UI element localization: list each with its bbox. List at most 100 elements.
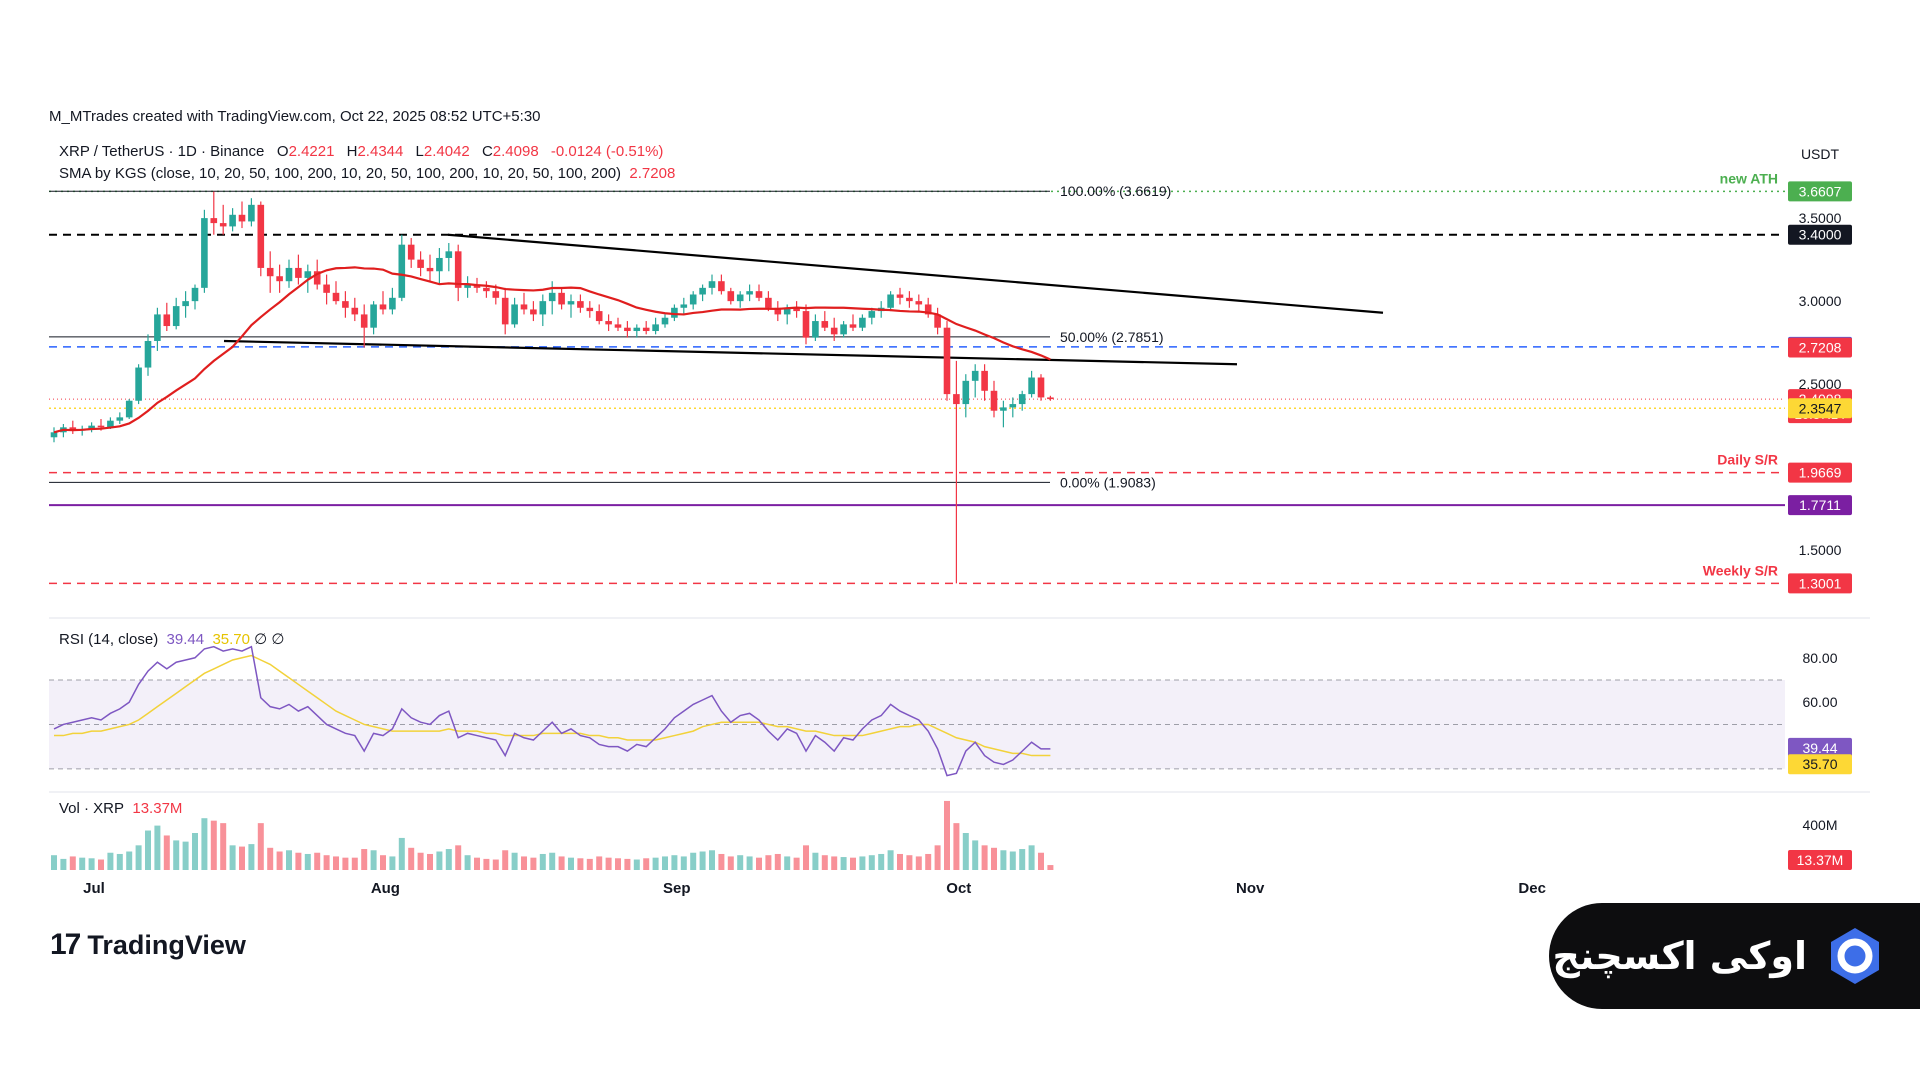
volume-bar — [953, 823, 960, 870]
volume-bar — [850, 857, 856, 870]
candle-body — [614, 324, 622, 328]
candle-body — [426, 267, 434, 272]
volume-bar — [314, 852, 321, 870]
candle-body — [699, 287, 706, 295]
close-key: C — [481, 143, 493, 160]
volume-bar — [154, 825, 161, 870]
candle-body — [323, 284, 330, 293]
volume-bar — [793, 857, 800, 870]
time-tick-label: Sep — [663, 880, 691, 897]
candle-body — [351, 307, 359, 315]
candle-body — [210, 218, 218, 224]
candle-body — [1047, 397, 1054, 400]
candle-body — [1028, 377, 1035, 395]
volume-bar — [774, 853, 781, 870]
candle-body — [389, 297, 396, 310]
price-badge-text: 35.70 — [1802, 756, 1837, 772]
volume-bar — [295, 852, 302, 870]
volume-bar — [878, 853, 885, 870]
volume-bar — [445, 849, 452, 870]
open-value: 2.4221 — [288, 143, 335, 160]
volume-bar — [201, 818, 208, 870]
candle-body — [154, 314, 161, 341]
symbol-legend[interactable]: XRP / TetherUS · 1D · Binance O2.4221 H2… — [59, 143, 663, 160]
price-tick-label: 2.5000 — [1799, 376, 1842, 392]
okexchange-banner[interactable]: اوکی اکسچنج — [1549, 903, 1920, 1009]
volume-bar — [737, 855, 744, 870]
price-badge-text: 1.7711 — [1799, 497, 1841, 513]
time-tick-label: Dec — [1518, 880, 1546, 897]
volume-bar — [718, 853, 725, 870]
candle-body — [135, 367, 142, 401]
volume-bar — [1000, 850, 1007, 870]
candle-body — [276, 276, 283, 282]
candle-body — [107, 420, 114, 428]
volume-bar — [972, 840, 979, 870]
candle-body — [116, 417, 124, 421]
candle-body — [1000, 407, 1007, 411]
volume-bar — [633, 859, 640, 870]
volume-tick-label: 400M — [1802, 817, 1837, 833]
volume-bar — [539, 853, 546, 870]
candle-body — [182, 301, 189, 307]
volume-value: 13.37M — [132, 800, 183, 817]
volume-bar — [906, 855, 913, 870]
candle-body — [558, 292, 565, 305]
volume-bar — [380, 855, 386, 870]
level-label: Daily S/R — [1717, 452, 1778, 468]
volume-bar — [192, 833, 198, 870]
volume-bar — [615, 858, 621, 870]
candle-body — [661, 317, 669, 325]
sma-legend[interactable]: SMA by KGS (close, 10, 20, 50, 100, 200,… — [59, 165, 675, 182]
price-badge — [1788, 495, 1852, 516]
volume-bar — [643, 858, 650, 870]
volume-bar — [79, 857, 86, 870]
volume-bar — [944, 800, 950, 870]
volume-bar — [173, 840, 180, 870]
volume-bar — [69, 856, 76, 870]
volume-bar — [1047, 865, 1054, 870]
candle-body — [229, 214, 236, 227]
volume-bar — [370, 850, 377, 870]
volume-bar — [286, 850, 292, 870]
volume-bar — [116, 853, 123, 870]
candle-body — [774, 307, 782, 315]
volume-bar — [464, 855, 471, 870]
volume-bar — [530, 857, 537, 870]
candle-body — [313, 271, 321, 285]
candle-body — [783, 307, 791, 315]
candle-body — [464, 284, 471, 288]
volume-bar — [1028, 845, 1035, 870]
volume-bar — [690, 852, 697, 870]
volume-bar — [680, 856, 687, 870]
okexchange-name: اوکی اکسچنج — [1552, 934, 1808, 978]
sma-value: 2.7208 — [629, 165, 676, 182]
price-badge-text: 1.9669 — [1799, 465, 1842, 481]
volume-bar — [859, 856, 866, 870]
price-badge-text: 13.37M — [1797, 852, 1844, 868]
volume-bar — [727, 856, 734, 870]
rsi-legend[interactable]: RSI (14, close) 39.44 35.70 ∅ ∅ — [59, 630, 284, 648]
volume-bar — [483, 858, 490, 870]
candle-body — [962, 380, 970, 405]
volume-bar — [163, 835, 170, 870]
volume-bar — [887, 850, 894, 870]
candle-body — [69, 427, 77, 431]
price-badge — [1788, 737, 1852, 758]
volume-bar — [549, 852, 556, 870]
tradingview-logo[interactable]: 17 TradingView — [50, 928, 246, 962]
volume-legend[interactable]: Vol · XRP 13.37M — [59, 800, 182, 817]
rsi-tick-label: 80.00 — [1802, 650, 1837, 666]
candle-body — [934, 314, 941, 328]
candle-body — [971, 370, 979, 381]
candle-body — [727, 291, 735, 302]
volume-bar — [699, 851, 706, 870]
candle-body — [285, 267, 293, 282]
candle-body — [577, 301, 584, 308]
volume-bar — [521, 856, 527, 870]
price-badge — [1788, 462, 1852, 483]
volume-bar — [652, 857, 659, 870]
price-badge-text: 3.6607 — [1799, 183, 1842, 199]
candle-body — [812, 321, 819, 338]
